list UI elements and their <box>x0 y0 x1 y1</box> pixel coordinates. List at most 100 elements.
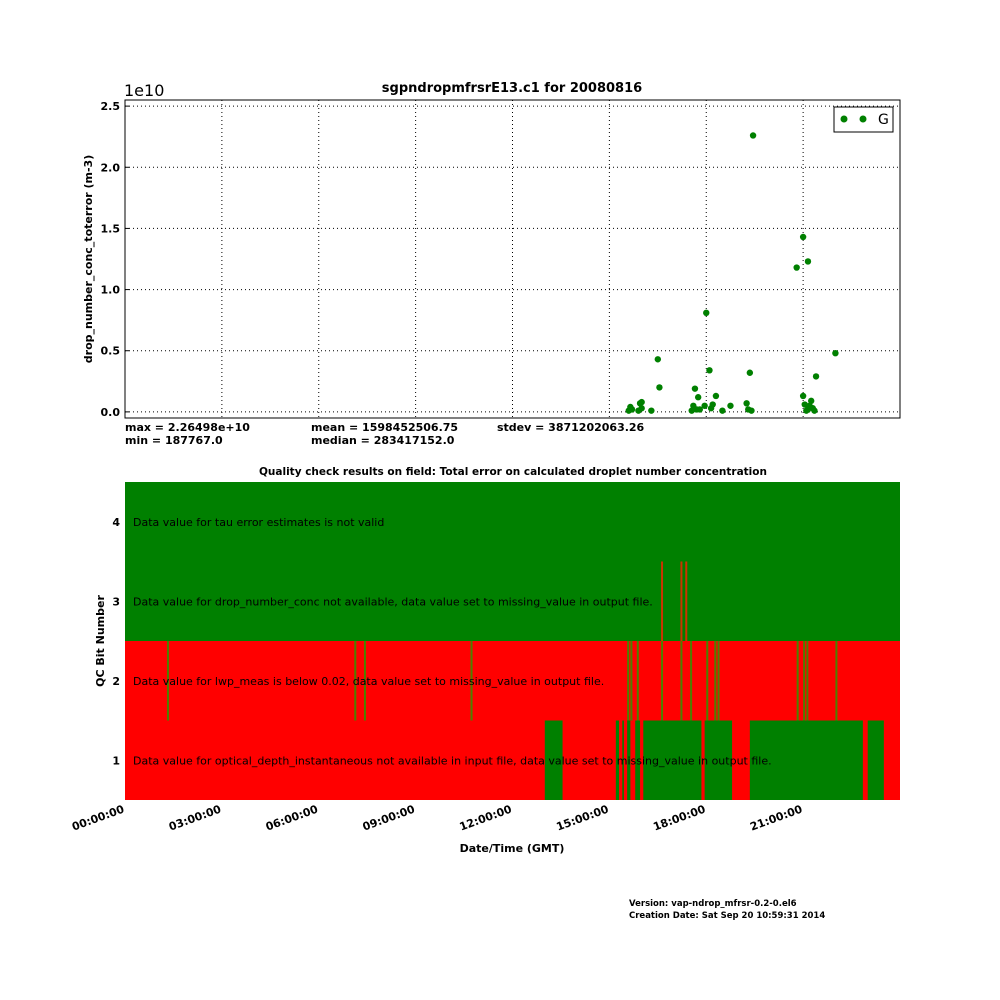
stat-max: max = 2.26498e+10 <box>125 421 250 434</box>
data-point <box>648 407 655 414</box>
data-point <box>654 356 662 363</box>
x-tick-label: 18:00:00 <box>651 802 707 833</box>
x-tick-label: 06:00:00 <box>264 802 320 833</box>
y-tick-label: 1.0 <box>101 284 121 297</box>
qc-bit2-pass-mark <box>627 641 630 721</box>
data-point <box>832 349 839 357</box>
x-tick-label: 03:00:00 <box>167 802 223 833</box>
data-point <box>638 405 645 412</box>
data-point <box>712 392 720 400</box>
qc-bit2-pass-mark <box>714 641 717 721</box>
qc-bit-labels: 1 Data value for optical_depth_instantane… <box>112 516 771 768</box>
qc-bit2-pass-mark <box>680 641 683 721</box>
qc-bit-number: 1 <box>112 754 120 767</box>
x-tick-label: 21:00:00 <box>748 802 804 833</box>
qc-bit1-pass-segment <box>643 720 702 800</box>
data-point <box>709 401 716 408</box>
data-point <box>694 394 702 401</box>
qc-heatmap-chart: Quality check results on field: Total er… <box>70 466 900 855</box>
data-point <box>799 392 807 400</box>
x-tick-label: 09:00:00 <box>361 802 417 833</box>
data-point <box>696 406 703 413</box>
stat-median: median = 283417152.0 <box>311 434 455 447</box>
y-tick-label: 0.5 <box>101 345 121 358</box>
qc-row-bit-4 <box>125 482 900 562</box>
data-point <box>706 367 713 374</box>
scatter-points <box>625 132 839 414</box>
y-tick-label: 2.5 <box>101 100 121 113</box>
data-point <box>703 309 710 317</box>
stat-min: min = 187767.0 <box>125 434 223 447</box>
data-point <box>799 233 807 241</box>
qc-y-axis-label: QC Bit Number <box>94 595 107 687</box>
data-point <box>807 397 815 405</box>
data-point <box>811 407 818 414</box>
qc-bit2-pass-mark <box>806 641 809 721</box>
qc-bit2-pass-mark <box>796 641 799 721</box>
data-point <box>727 402 734 409</box>
y-scale-multiplier: 1e10 <box>124 81 164 100</box>
qc-bit2-pass-mark <box>636 641 639 721</box>
qc-bit3-fail-mark <box>685 561 688 641</box>
data-point <box>656 384 663 391</box>
y-tick-label: 2.0 <box>101 161 121 174</box>
scatter-title: sgpndropmfrsrE13.c1 for 20080816 <box>382 81 642 96</box>
qc-bit1-pass-segment <box>544 720 563 800</box>
scatter-y-axis-label: drop_number_conc_toterror (m-3) <box>82 155 95 363</box>
legend-label: G <box>878 112 889 128</box>
scatter-chart: sgpndropmfrsrE13.c1 for 20080816 1e10 dr… <box>82 81 901 419</box>
scatter-grid <box>125 100 900 418</box>
stat-mean: mean = 1598452506.75 <box>311 421 458 434</box>
stat-stdev: stdev = 3871202063.26 <box>497 421 645 434</box>
data-point <box>746 369 754 376</box>
qc-x-axis-label: Date/Time (GMT) <box>460 842 565 855</box>
y-tick-label: 1.5 <box>101 222 121 235</box>
scatter-legend: G <box>833 106 894 133</box>
y-tick-label: 0.0 <box>101 406 121 419</box>
qc-bit1-pass-segment <box>704 720 733 800</box>
x-tick-label: 12:00:00 <box>458 802 514 833</box>
creation-date-text: Creation Date: Sat Sep 20 10:59:31 2014 <box>629 911 825 921</box>
qc-bit2-pass-mark <box>717 641 720 721</box>
qc-bit-description: Data value for drop_number_conc not avai… <box>133 595 653 608</box>
data-point <box>638 398 645 406</box>
legend-marker <box>859 115 867 123</box>
data-point <box>743 400 750 407</box>
qc-bit2-pass-mark <box>706 641 709 721</box>
qc-bit3-fail-mark <box>680 561 683 641</box>
qc-bit1-pass-segment <box>749 720 863 800</box>
data-point <box>691 385 699 392</box>
qc-bit1-pass-segment <box>635 720 641 800</box>
qc-bit2-pass-mark <box>166 641 169 721</box>
qc-bit1-pass-segment <box>615 720 620 800</box>
qc-bit2-pass-mark <box>803 641 806 721</box>
qc-bit1-pass-segment <box>867 720 884 800</box>
scatter-plot-frame <box>124 99 901 419</box>
qc-bit1-pass-segment <box>622 720 624 800</box>
qc-row-bit-2 <box>125 641 900 721</box>
qc-bit3-fail-mark <box>661 561 664 641</box>
data-point <box>804 258 812 265</box>
qc-bit-number: 4 <box>112 516 120 529</box>
qc-bit2-pass-mark <box>470 641 473 721</box>
data-point <box>801 401 808 408</box>
qc-bit-number: 3 <box>112 595 120 608</box>
data-point <box>748 407 755 414</box>
qc-bit2-pass-mark <box>630 641 633 721</box>
qc-bit-description: Data value for optical_depth_instantaneo… <box>133 754 772 767</box>
data-point <box>628 406 636 413</box>
x-tick-label: 15:00:00 <box>555 802 611 833</box>
qc-row-bit-3 <box>125 561 900 641</box>
data-point <box>804 406 812 413</box>
qc-bit1-pass-segment <box>627 720 631 800</box>
qc-bit2-pass-mark <box>690 641 693 721</box>
footer: Version: vap-ndrop_mfrsr-0.2-0.el6 Creat… <box>629 899 825 921</box>
version-text: Version: vap-ndrop_mfrsr-0.2-0.el6 <box>629 899 797 909</box>
qc-title: Quality check results on field: Total er… <box>259 466 767 478</box>
x-tick-label: 00:00:00 <box>70 802 126 833</box>
qc-bit-description: Data value for lwp_meas is below 0.02, d… <box>133 675 604 688</box>
data-point <box>688 407 695 414</box>
qc-bit-number: 2 <box>112 675 120 688</box>
data-point <box>793 264 800 271</box>
qc-x-ticks: 00:00:00 03:00:00 06:00:00 09:00:00 12:00:00… <box>70 802 804 833</box>
